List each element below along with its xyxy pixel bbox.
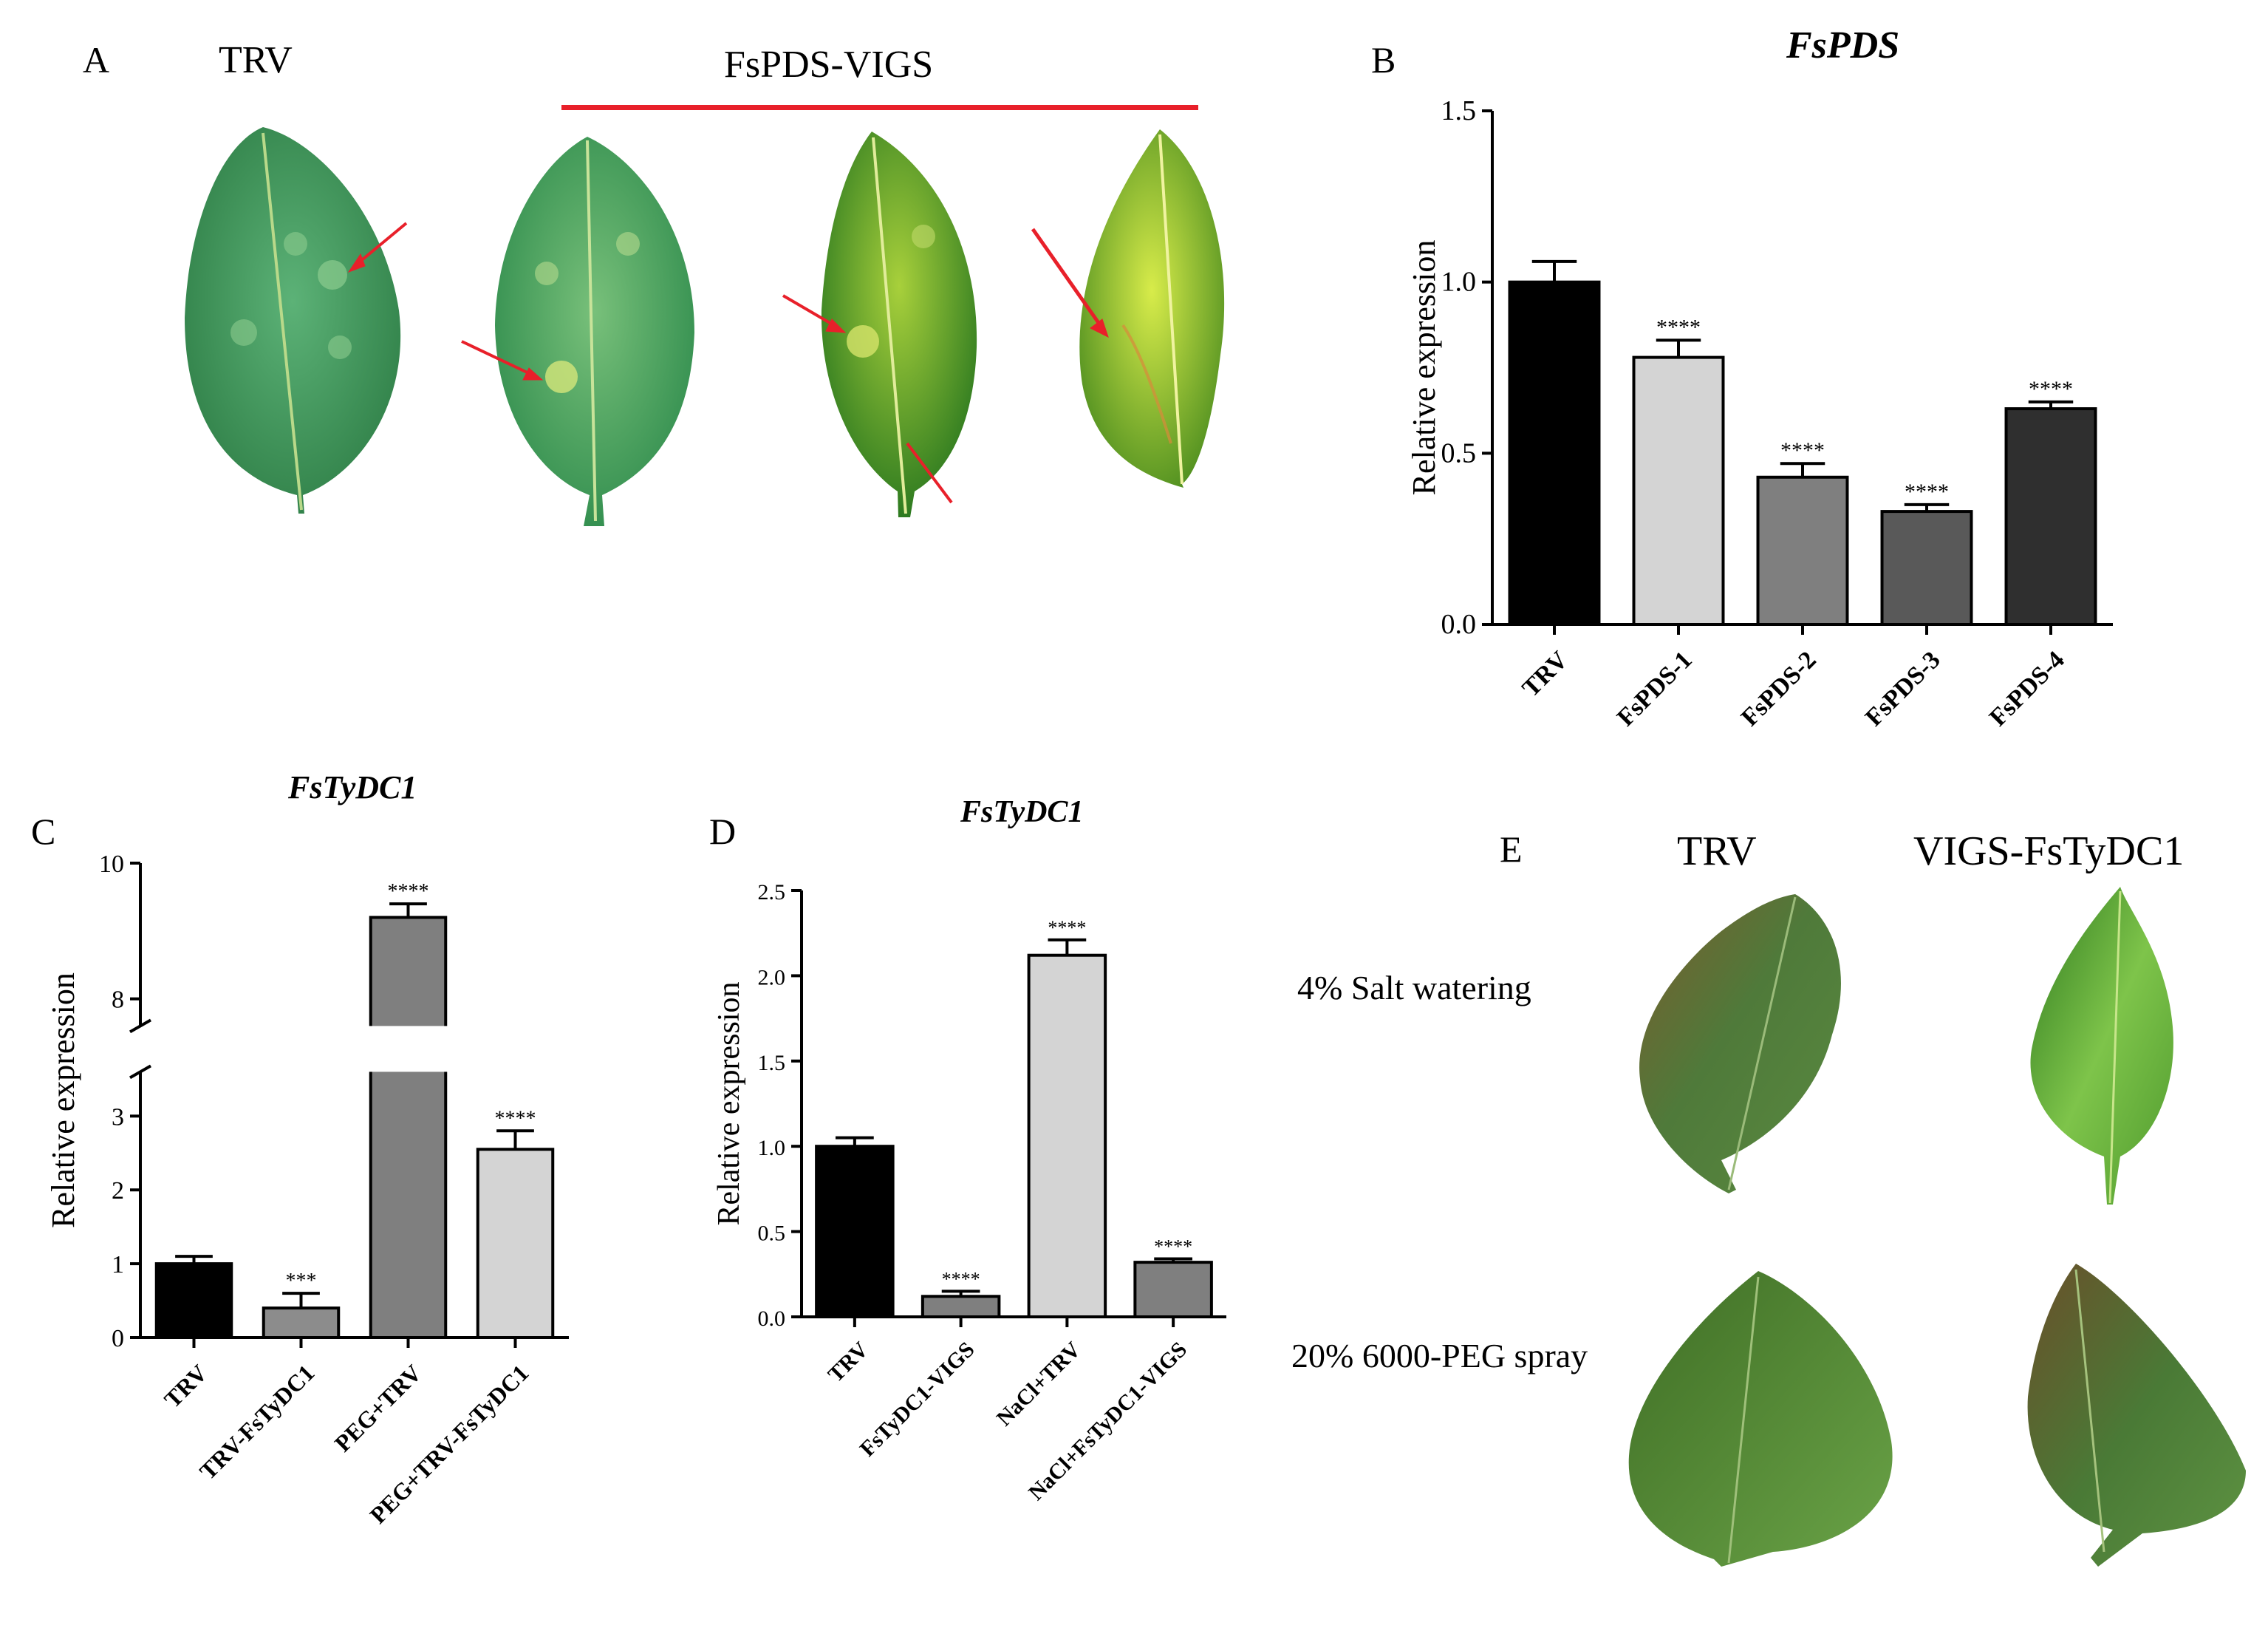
significance-label: ****: [1780, 438, 1825, 463]
significance-label: ****: [1048, 917, 1086, 938]
y-tick-label: 8: [112, 987, 124, 1014]
bar: [920, 1295, 1001, 1319]
significance-label: ****: [495, 1107, 536, 1130]
bar: [815, 1145, 895, 1319]
y-tick-label: 0.5: [758, 1222, 786, 1246]
bar: [1756, 475, 1849, 626]
axis-break-mark: [129, 1064, 151, 1080]
significance-label: ****: [388, 880, 429, 903]
y-tick-label: 0.5: [1441, 437, 1477, 469]
bar: [1632, 355, 1725, 626]
leaf-e-salt-vigs: [2030, 887, 2173, 1205]
panel-label-e: E: [1500, 828, 1523, 870]
axis-break-mark: [129, 1018, 151, 1034]
y-tick-label: 2.5: [758, 880, 786, 905]
chart-c-title: FsTyDC1: [288, 769, 417, 805]
x-tick-label: TRV: [1517, 646, 1574, 702]
y-tick-label: 0.0: [758, 1307, 786, 1331]
x-tick-label: TRV-FsTyDC1: [194, 1359, 320, 1485]
significance-label: ****: [2029, 377, 2073, 401]
panel-e-col-vigs: VIGS-FsTyDC1: [1913, 828, 2185, 874]
leaf-e-peg-trv: [1628, 1271, 1893, 1567]
bar: [476, 1148, 555, 1339]
leaf-e-salt-trv: [1639, 894, 1841, 1193]
y-tick-label: 1: [112, 1251, 124, 1278]
x-tick-label: PEG+TRV: [329, 1359, 427, 1457]
chart-c: 0 1 2 3 8 10 Relative expression TRV *** TRV-FsTy…: [45, 851, 569, 1529]
y-tick-label: 1.0: [758, 1136, 786, 1160]
leaf-trv: [185, 127, 401, 514]
chart-b-title: FsPDS: [1786, 24, 1900, 67]
significance-label: ****: [1905, 480, 1949, 504]
bar: [1880, 510, 1973, 626]
y-tick-label: 2.0: [758, 965, 786, 989]
y-tick-label: 10: [99, 851, 124, 878]
bar: [1027, 953, 1107, 1318]
chart-d: 0.0 0.5 1.0 1.5 2.0 2.5 Relative expression TRV…: [712, 880, 1226, 1505]
x-tick-label: FsPDS-3: [1860, 646, 1946, 732]
y-tick-label: 2: [112, 1177, 124, 1205]
group-underline: [561, 105, 1198, 110]
chart-d-title: FsTyDC1: [960, 795, 1084, 829]
leaf-e-peg-vigs: [2027, 1264, 2246, 1567]
bar-break-gap: [367, 1026, 449, 1072]
y-tick-label: 0.0: [1441, 609, 1477, 640]
panel-e-row-peg: 20% 6000-PEG spray: [1291, 1337, 1588, 1374]
bar: [1508, 280, 1601, 626]
bar: [1133, 1261, 1213, 1318]
panel-a-group-label: FsPDS-VIGS: [724, 44, 934, 86]
chart-b: 0.0 0.5 1.0 1.5 Relative expression TRV **** Fs…: [1406, 95, 2113, 732]
y-tick-label: 1.5: [1441, 95, 1477, 126]
leaf-fspds-3: [1079, 129, 1225, 488]
panel-a-control-label: TRV: [219, 39, 293, 81]
bar: [262, 1307, 341, 1339]
significance-label: ***: [286, 1270, 317, 1292]
x-tick-label: FsPDS-2: [1736, 646, 1822, 732]
bar: [2004, 407, 2097, 626]
y-axis-label: Relative expression: [45, 972, 81, 1228]
significance-label: ****: [1154, 1236, 1192, 1258]
y-tick-label: 3: [112, 1103, 124, 1131]
y-axis-label: Relative expression: [1406, 240, 1442, 496]
leaf-fspds-2: [821, 132, 977, 517]
panel-e-col-trv: TRV: [1677, 828, 1757, 874]
panel-label-a: A: [83, 39, 110, 81]
y-tick-label: 0: [112, 1325, 124, 1352]
x-tick-label: TRV: [159, 1359, 212, 1412]
y-tick-label: 1.0: [1441, 267, 1477, 298]
x-tick-label: FsPDS-4: [1984, 646, 2070, 732]
panel-a-leaves: [185, 127, 1225, 526]
panel-label-d: D: [709, 811, 737, 852]
x-tick-label: FsPDS-1: [1612, 646, 1698, 732]
significance-label: ****: [942, 1268, 980, 1290]
bar: [369, 916, 448, 1339]
panel-e-row-salt: 4% Salt watering: [1297, 969, 1531, 1006]
x-tick-label: NaCl+TRV: [992, 1337, 1086, 1431]
panel-label-c: C: [31, 811, 56, 852]
significance-label: ****: [1656, 315, 1701, 339]
y-axis-label: Relative expression: [712, 981, 746, 1225]
leaf-fspds-1: [495, 137, 694, 526]
x-tick-label: TRV: [823, 1337, 873, 1387]
panel-e-leaves: [1628, 887, 2246, 1567]
arrow-indicators: [347, 222, 1109, 504]
panel-label-b: B: [1371, 39, 1396, 81]
bar: [154, 1262, 233, 1339]
y-tick-label: 1.5: [758, 1051, 786, 1075]
x-tick-label: FsTyDC1-VIGS: [855, 1338, 980, 1462]
